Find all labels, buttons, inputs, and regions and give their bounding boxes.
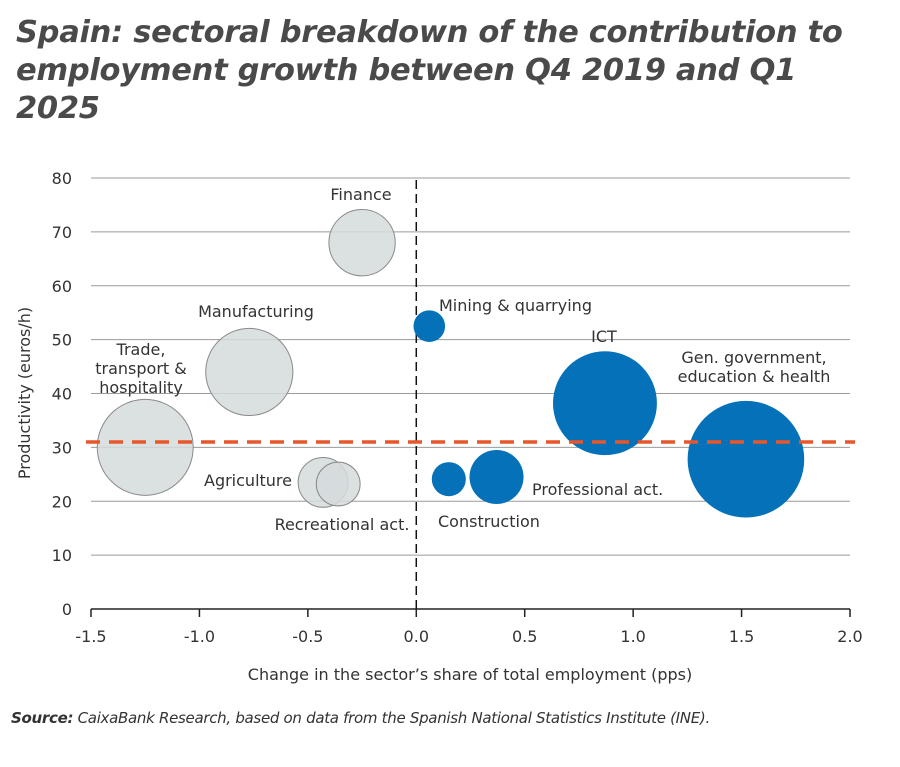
bubble-label: Manufacturing [198,302,314,321]
bubble-construction [431,462,466,497]
bubble-professional-act [469,449,524,505]
bubble-label-line: Mining & quarrying [439,296,592,315]
x-tick-label: -1.5 [75,627,106,646]
bubble-label-line: Finance [330,185,391,204]
bubble-label-line: ICT [591,327,617,346]
bubble-label-line: Professional act. [532,480,663,499]
bubble-label-line: Construction [438,512,540,531]
x-tick-label: 0.5 [512,627,537,646]
source-text: CaixaBank Research, based on data from t… [73,709,711,727]
bubble-label: Finance [330,185,391,204]
bubble-label-line: transport & [95,359,187,378]
y-tick-label: 50 [52,331,72,350]
bubble-label-line: Trade, [116,340,166,359]
bubble-label-line: education & health [678,367,831,386]
x-axis-label: Change in the sector’s share of total em… [248,665,692,684]
source-prefix: Source: [11,709,74,727]
y-axis-label: Productivity (euros/h) [15,307,34,479]
bubble-recreational-act [315,461,361,507]
x-tick-label: 2.0 [837,627,862,646]
x-tick-label: -0.5 [292,627,323,646]
bubble-gen-government-education-health [687,400,805,518]
bubble-trade-transport-hospitality [96,398,194,496]
x-tick-label: -1.0 [184,627,215,646]
x-tick-label: 0.0 [404,627,429,646]
bubble-ict [552,351,657,456]
x-tick-label: 1.0 [620,627,645,646]
y-tick-label: 20 [52,492,72,511]
y-tick-label: 10 [52,546,72,565]
y-tick-label: 80 [52,169,72,188]
bubble-label: Recreational act. [275,515,410,534]
bubble-label: Agriculture [204,471,292,490]
bubble-label: Trade, transport & hospitality [95,340,187,397]
bubble-label-line: Agriculture [204,471,292,490]
y-tick-label: 70 [52,223,72,242]
bubble-label-line: Recreational act. [275,515,410,534]
y-tick-label: 30 [52,438,72,457]
bubble-label: Gen. government, education & health [678,348,831,386]
bubble-label: Professional act. [532,480,663,499]
bubble-label-line: hospitality [99,378,183,397]
y-tick-label: 40 [52,385,72,404]
bubble-label: Construction [438,512,540,531]
source-note: Source: CaixaBank Research, based on dat… [11,709,710,727]
chart-title: Spain: sectoral breakdown of the contrib… [16,15,843,126]
y-tick-label: 60 [52,277,72,296]
bubble-manufacturing [205,327,294,417]
bubble-mining-quarrying [413,310,446,342]
bubble-label-line: Manufacturing [198,302,314,321]
bubble-finance [328,208,396,277]
x-tick-label: 1.5 [729,627,754,646]
bubble-label-line: Gen. government, [681,348,826,367]
y-tick-label: 0 [62,600,72,619]
bubble-label: ICT [591,327,617,346]
bubble-label: Mining & quarrying [439,296,592,315]
